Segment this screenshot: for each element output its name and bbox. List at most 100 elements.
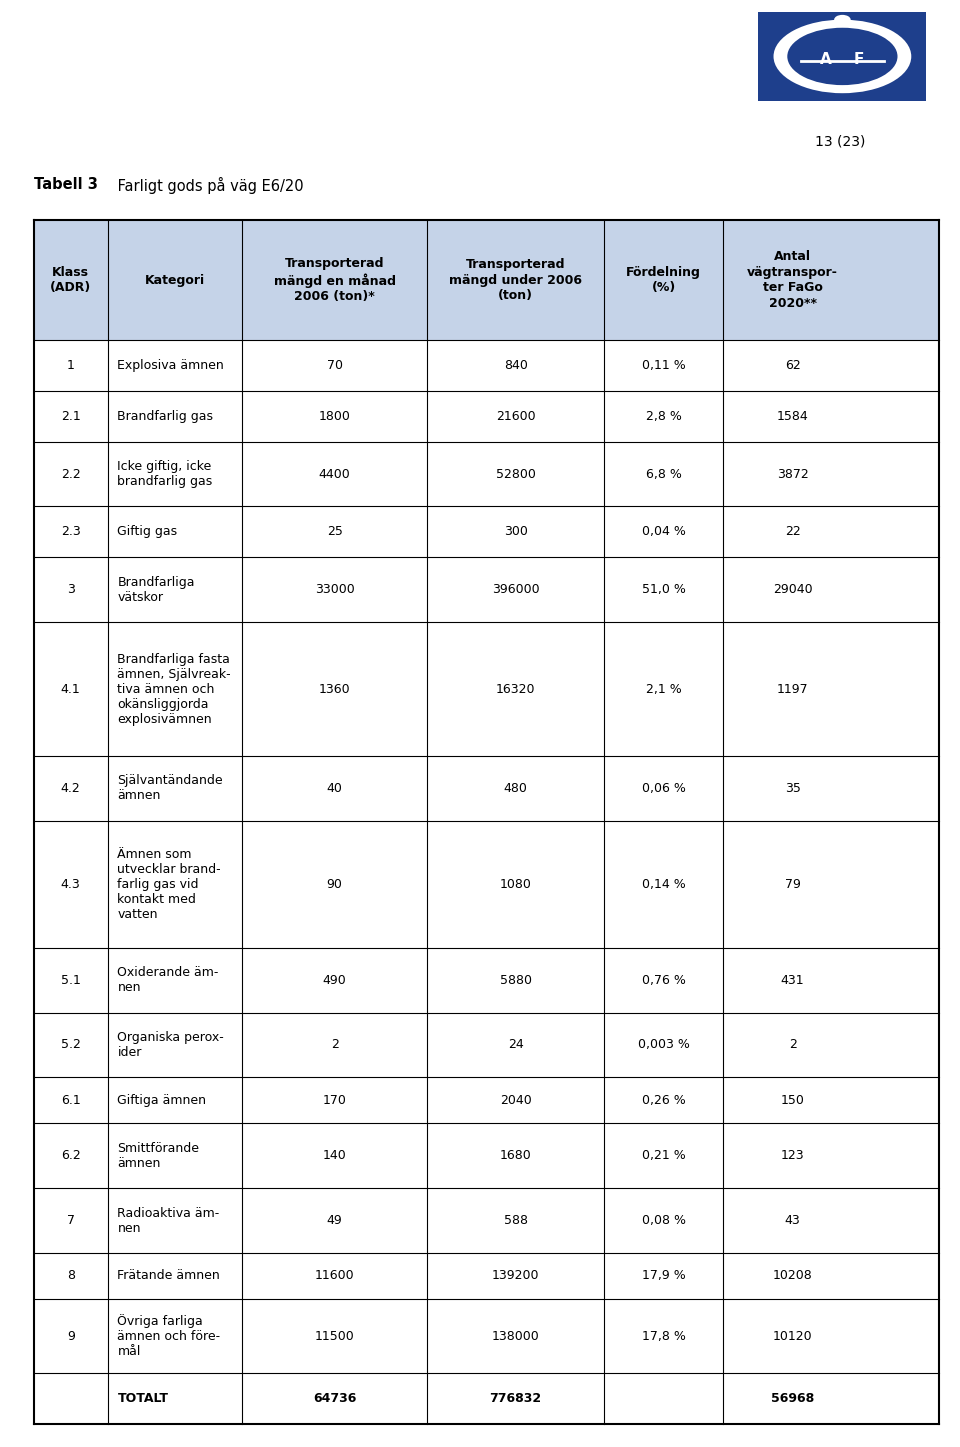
Text: 0,26 %: 0,26 %: [642, 1094, 685, 1107]
Text: 3872: 3872: [777, 467, 808, 480]
Text: 2,8 %: 2,8 %: [646, 410, 682, 423]
Text: Tabell 3: Tabell 3: [34, 177, 98, 191]
Text: 1800: 1800: [319, 410, 350, 423]
Text: 1080: 1080: [500, 878, 532, 891]
Text: 300: 300: [504, 525, 528, 538]
Text: Icke giftig, icke
brandfarlig gas: Icke giftig, icke brandfarlig gas: [117, 460, 213, 488]
Text: Självantändande
ämnen: Självantändande ämnen: [117, 774, 223, 803]
Bar: [34, 220, 939, 340]
Text: 5.1: 5.1: [60, 974, 81, 987]
Text: Transporterad
mängd under 2006
(ton): Transporterad mängd under 2006 (ton): [449, 258, 582, 302]
Text: Antal
vägtranspor-
ter FaGo
2020**: Antal vägtranspor- ter FaGo 2020**: [747, 250, 838, 310]
Text: Frätande ämnen: Frätande ämnen: [117, 1269, 220, 1282]
Text: F: F: [853, 52, 864, 67]
Text: Radioaktiva äm-
nen: Radioaktiva äm- nen: [117, 1207, 220, 1234]
Text: Farligt gods på väg E6/20: Farligt gods på väg E6/20: [113, 177, 304, 194]
Text: 2.2: 2.2: [60, 467, 81, 480]
Text: 0,76 %: 0,76 %: [641, 974, 685, 987]
Text: 0,21 %: 0,21 %: [642, 1149, 685, 1162]
Text: 0,08 %: 0,08 %: [641, 1214, 685, 1227]
Text: Klass
(ADR): Klass (ADR): [50, 266, 91, 294]
Text: 2,1 %: 2,1 %: [646, 683, 682, 696]
Text: 10208: 10208: [773, 1269, 812, 1282]
Text: 11600: 11600: [315, 1269, 354, 1282]
Text: 0,14 %: 0,14 %: [642, 878, 685, 891]
Text: 6.2: 6.2: [60, 1149, 81, 1162]
Text: 776832: 776832: [490, 1392, 541, 1405]
Text: 140: 140: [323, 1149, 347, 1162]
Text: 49: 49: [326, 1214, 343, 1227]
Text: 51,0 %: 51,0 %: [641, 583, 685, 596]
Text: Brandfarlig gas: Brandfarlig gas: [117, 410, 213, 423]
Text: 138000: 138000: [492, 1330, 540, 1343]
Text: 431: 431: [780, 974, 804, 987]
Text: 1680: 1680: [500, 1149, 532, 1162]
Text: 5880: 5880: [499, 974, 532, 987]
Text: 29040: 29040: [773, 583, 812, 596]
Text: 17,9 %: 17,9 %: [642, 1269, 685, 1282]
Text: Transporterad
mängd en månad
2006 (ton)*: Transporterad mängd en månad 2006 (ton)*: [274, 258, 396, 302]
Text: 2040: 2040: [500, 1094, 532, 1107]
Text: 43: 43: [785, 1214, 801, 1227]
Text: 2: 2: [330, 1039, 339, 1052]
Text: A: A: [820, 52, 831, 67]
Text: Övriga farliga
ämnen och före-
mål: Övriga farliga ämnen och före- mål: [117, 1314, 221, 1359]
Text: 70: 70: [326, 359, 343, 372]
Text: Fördelning
(%): Fördelning (%): [626, 266, 701, 294]
Text: 4400: 4400: [319, 467, 350, 480]
Bar: [758, 12, 926, 101]
Text: Smittförande
ämnen: Smittförande ämnen: [117, 1142, 200, 1169]
Text: 35: 35: [784, 781, 801, 794]
Text: 0,04 %: 0,04 %: [641, 525, 685, 538]
Text: 396000: 396000: [492, 583, 540, 596]
Text: 0,003 %: 0,003 %: [637, 1039, 689, 1052]
Text: 1: 1: [67, 359, 75, 372]
Text: 56968: 56968: [771, 1392, 814, 1405]
Ellipse shape: [834, 14, 851, 25]
Text: 4.3: 4.3: [60, 878, 81, 891]
Text: 21600: 21600: [496, 410, 536, 423]
Text: Brandfarliga
vätskor: Brandfarliga vätskor: [117, 576, 195, 603]
Text: 139200: 139200: [492, 1269, 540, 1282]
Text: Brandfarliga fasta
ämnen, Självreak-
tiva ämnen och
okänsliggjorda
explosivämnen: Brandfarliga fasta ämnen, Självreak- tiv…: [117, 653, 231, 725]
Text: 9: 9: [67, 1330, 75, 1343]
Ellipse shape: [787, 27, 898, 85]
Ellipse shape: [774, 20, 911, 93]
Text: 52800: 52800: [495, 467, 536, 480]
Text: 2.3: 2.3: [60, 525, 81, 538]
Text: 40: 40: [326, 781, 343, 794]
Text: 7: 7: [66, 1214, 75, 1227]
Text: 588: 588: [504, 1214, 528, 1227]
Text: 1360: 1360: [319, 683, 350, 696]
Text: 840: 840: [504, 359, 528, 372]
Text: Giftig gas: Giftig gas: [117, 525, 178, 538]
Text: 13 (23): 13 (23): [815, 135, 865, 149]
Text: Giftiga ämnen: Giftiga ämnen: [117, 1094, 206, 1107]
Text: 0,11 %: 0,11 %: [642, 359, 685, 372]
Text: 64736: 64736: [313, 1392, 356, 1405]
Text: 6,8 %: 6,8 %: [646, 467, 682, 480]
Text: 2: 2: [789, 1039, 797, 1052]
Text: 480: 480: [504, 781, 528, 794]
Text: 10120: 10120: [773, 1330, 812, 1343]
Text: Kategori: Kategori: [145, 273, 204, 287]
Text: 1584: 1584: [777, 410, 808, 423]
Text: 79: 79: [784, 878, 801, 891]
Text: 16320: 16320: [496, 683, 536, 696]
Text: 150: 150: [780, 1094, 804, 1107]
Text: 4.2: 4.2: [60, 781, 81, 794]
Text: 490: 490: [323, 974, 347, 987]
Text: Explosiva ämnen: Explosiva ämnen: [117, 359, 225, 372]
Text: 33000: 33000: [315, 583, 354, 596]
Text: 170: 170: [323, 1094, 347, 1107]
Text: 123: 123: [780, 1149, 804, 1162]
Text: Organiska perox-
ider: Organiska perox- ider: [117, 1030, 225, 1059]
Text: 22: 22: [785, 525, 801, 538]
Text: 17,8 %: 17,8 %: [641, 1330, 685, 1343]
Text: TOTALT: TOTALT: [117, 1392, 168, 1405]
Text: 8: 8: [66, 1269, 75, 1282]
Text: 2.1: 2.1: [60, 410, 81, 423]
Text: Ämnen som
utvecklar brand-
farlig gas vid
kontakt med
vatten: Ämnen som utvecklar brand- farlig gas vi…: [117, 848, 221, 920]
Text: 24: 24: [508, 1039, 523, 1052]
Text: 11500: 11500: [315, 1330, 354, 1343]
